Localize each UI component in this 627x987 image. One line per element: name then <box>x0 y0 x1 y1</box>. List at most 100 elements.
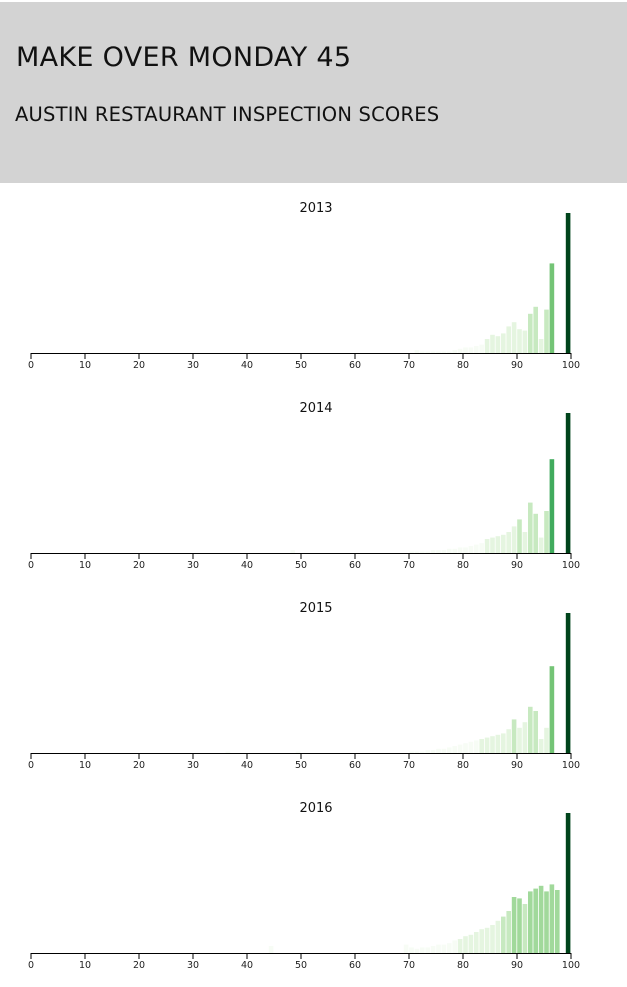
bar <box>549 459 555 553</box>
bar <box>447 351 452 353</box>
bar <box>565 613 571 753</box>
x-tick-label: 70 <box>403 560 415 571</box>
bar <box>420 751 425 753</box>
header-banner: MAKE OVER MONDAY 45 AUSTIN RESTAURANT IN… <box>0 2 627 183</box>
bar <box>501 733 506 753</box>
bar <box>501 333 506 353</box>
x-tick-label: 30 <box>187 960 199 971</box>
bar <box>544 309 549 353</box>
bar <box>409 751 414 753</box>
bar <box>484 339 490 353</box>
bar <box>517 519 522 553</box>
bar <box>441 550 447 553</box>
bar <box>474 544 479 553</box>
bar <box>528 891 533 953</box>
bar <box>457 348 463 353</box>
x-tick-label: 20 <box>133 560 145 571</box>
x-tick-label: 50 <box>295 760 307 771</box>
bar <box>225 751 231 753</box>
x-tick-label: 40 <box>241 360 253 371</box>
bar <box>479 929 484 953</box>
bar <box>511 719 517 753</box>
bar <box>468 934 474 953</box>
x-tick-label: 10 <box>79 560 91 571</box>
bar <box>457 744 463 753</box>
page-title: MAKE OVER MONDAY 45 <box>16 42 352 73</box>
bar <box>447 747 452 753</box>
bar <box>452 548 457 553</box>
bar <box>506 729 511 753</box>
bar <box>468 741 474 753</box>
bar <box>447 548 452 553</box>
x-tick-label: 50 <box>295 960 307 971</box>
bar <box>549 666 555 753</box>
bar <box>430 550 436 553</box>
x-tick-label: 60 <box>349 960 361 971</box>
bar <box>506 532 511 553</box>
bar <box>425 351 430 353</box>
bar <box>490 537 495 553</box>
bar <box>538 339 544 353</box>
x-tick-label: 0 <box>28 560 34 571</box>
x-tick-label: 80 <box>457 360 469 371</box>
x-tick-label: 80 <box>457 960 469 971</box>
bar <box>565 813 571 953</box>
bar <box>479 543 484 553</box>
bar <box>565 413 571 553</box>
chart-title: 2016 <box>299 801 332 816</box>
chart-panel: 2014 0 10 20 30 40 50 60 70 80 90 100 <box>28 401 580 571</box>
x-tick-label: 80 <box>457 760 469 771</box>
bar <box>511 322 517 353</box>
bar <box>414 948 420 953</box>
x-tick-label: 70 <box>403 360 415 371</box>
bar <box>425 750 430 753</box>
bar <box>295 751 301 753</box>
x-tick-label: 20 <box>133 760 145 771</box>
bar <box>544 511 549 553</box>
bar <box>533 513 538 553</box>
x-tick-label: 20 <box>133 960 145 971</box>
bar <box>528 313 533 353</box>
bar <box>436 550 441 553</box>
x-tick-label: 70 <box>403 960 415 971</box>
bar <box>495 734 501 753</box>
bar <box>479 739 484 753</box>
bar <box>468 347 474 353</box>
bar <box>430 351 436 353</box>
bar <box>463 347 468 353</box>
x-tick-label: 10 <box>79 760 91 771</box>
bar <box>495 536 501 553</box>
bar <box>522 722 528 753</box>
bar <box>484 927 490 953</box>
bar <box>544 891 549 953</box>
bar <box>479 344 484 353</box>
bar <box>436 944 441 953</box>
bar <box>425 551 430 553</box>
x-tick-label: 40 <box>241 560 253 571</box>
chart-title: 2013 <box>299 201 332 216</box>
x-tick-label: 90 <box>511 960 523 971</box>
bar <box>436 351 441 353</box>
bar <box>533 888 538 953</box>
bar <box>474 346 479 353</box>
bar <box>538 537 544 553</box>
chart-panel: 2013 0 10 20 30 40 50 60 70 80 90 100 <box>28 201 580 371</box>
bar <box>425 947 430 953</box>
bar <box>533 306 538 353</box>
bar <box>522 330 528 353</box>
x-tick-label: 40 <box>241 960 253 971</box>
bar <box>414 551 420 553</box>
bar <box>511 526 517 553</box>
bar <box>549 263 555 353</box>
bar <box>436 748 441 753</box>
bar <box>414 751 420 753</box>
bar <box>517 329 522 353</box>
bar <box>538 739 544 753</box>
bar <box>441 351 447 353</box>
bar <box>522 532 528 553</box>
chart-panel: 2016 0 10 20 30 40 50 60 70 80 90 100 <box>28 801 580 971</box>
bar <box>528 706 533 753</box>
bar <box>544 727 549 753</box>
bar <box>463 936 468 953</box>
